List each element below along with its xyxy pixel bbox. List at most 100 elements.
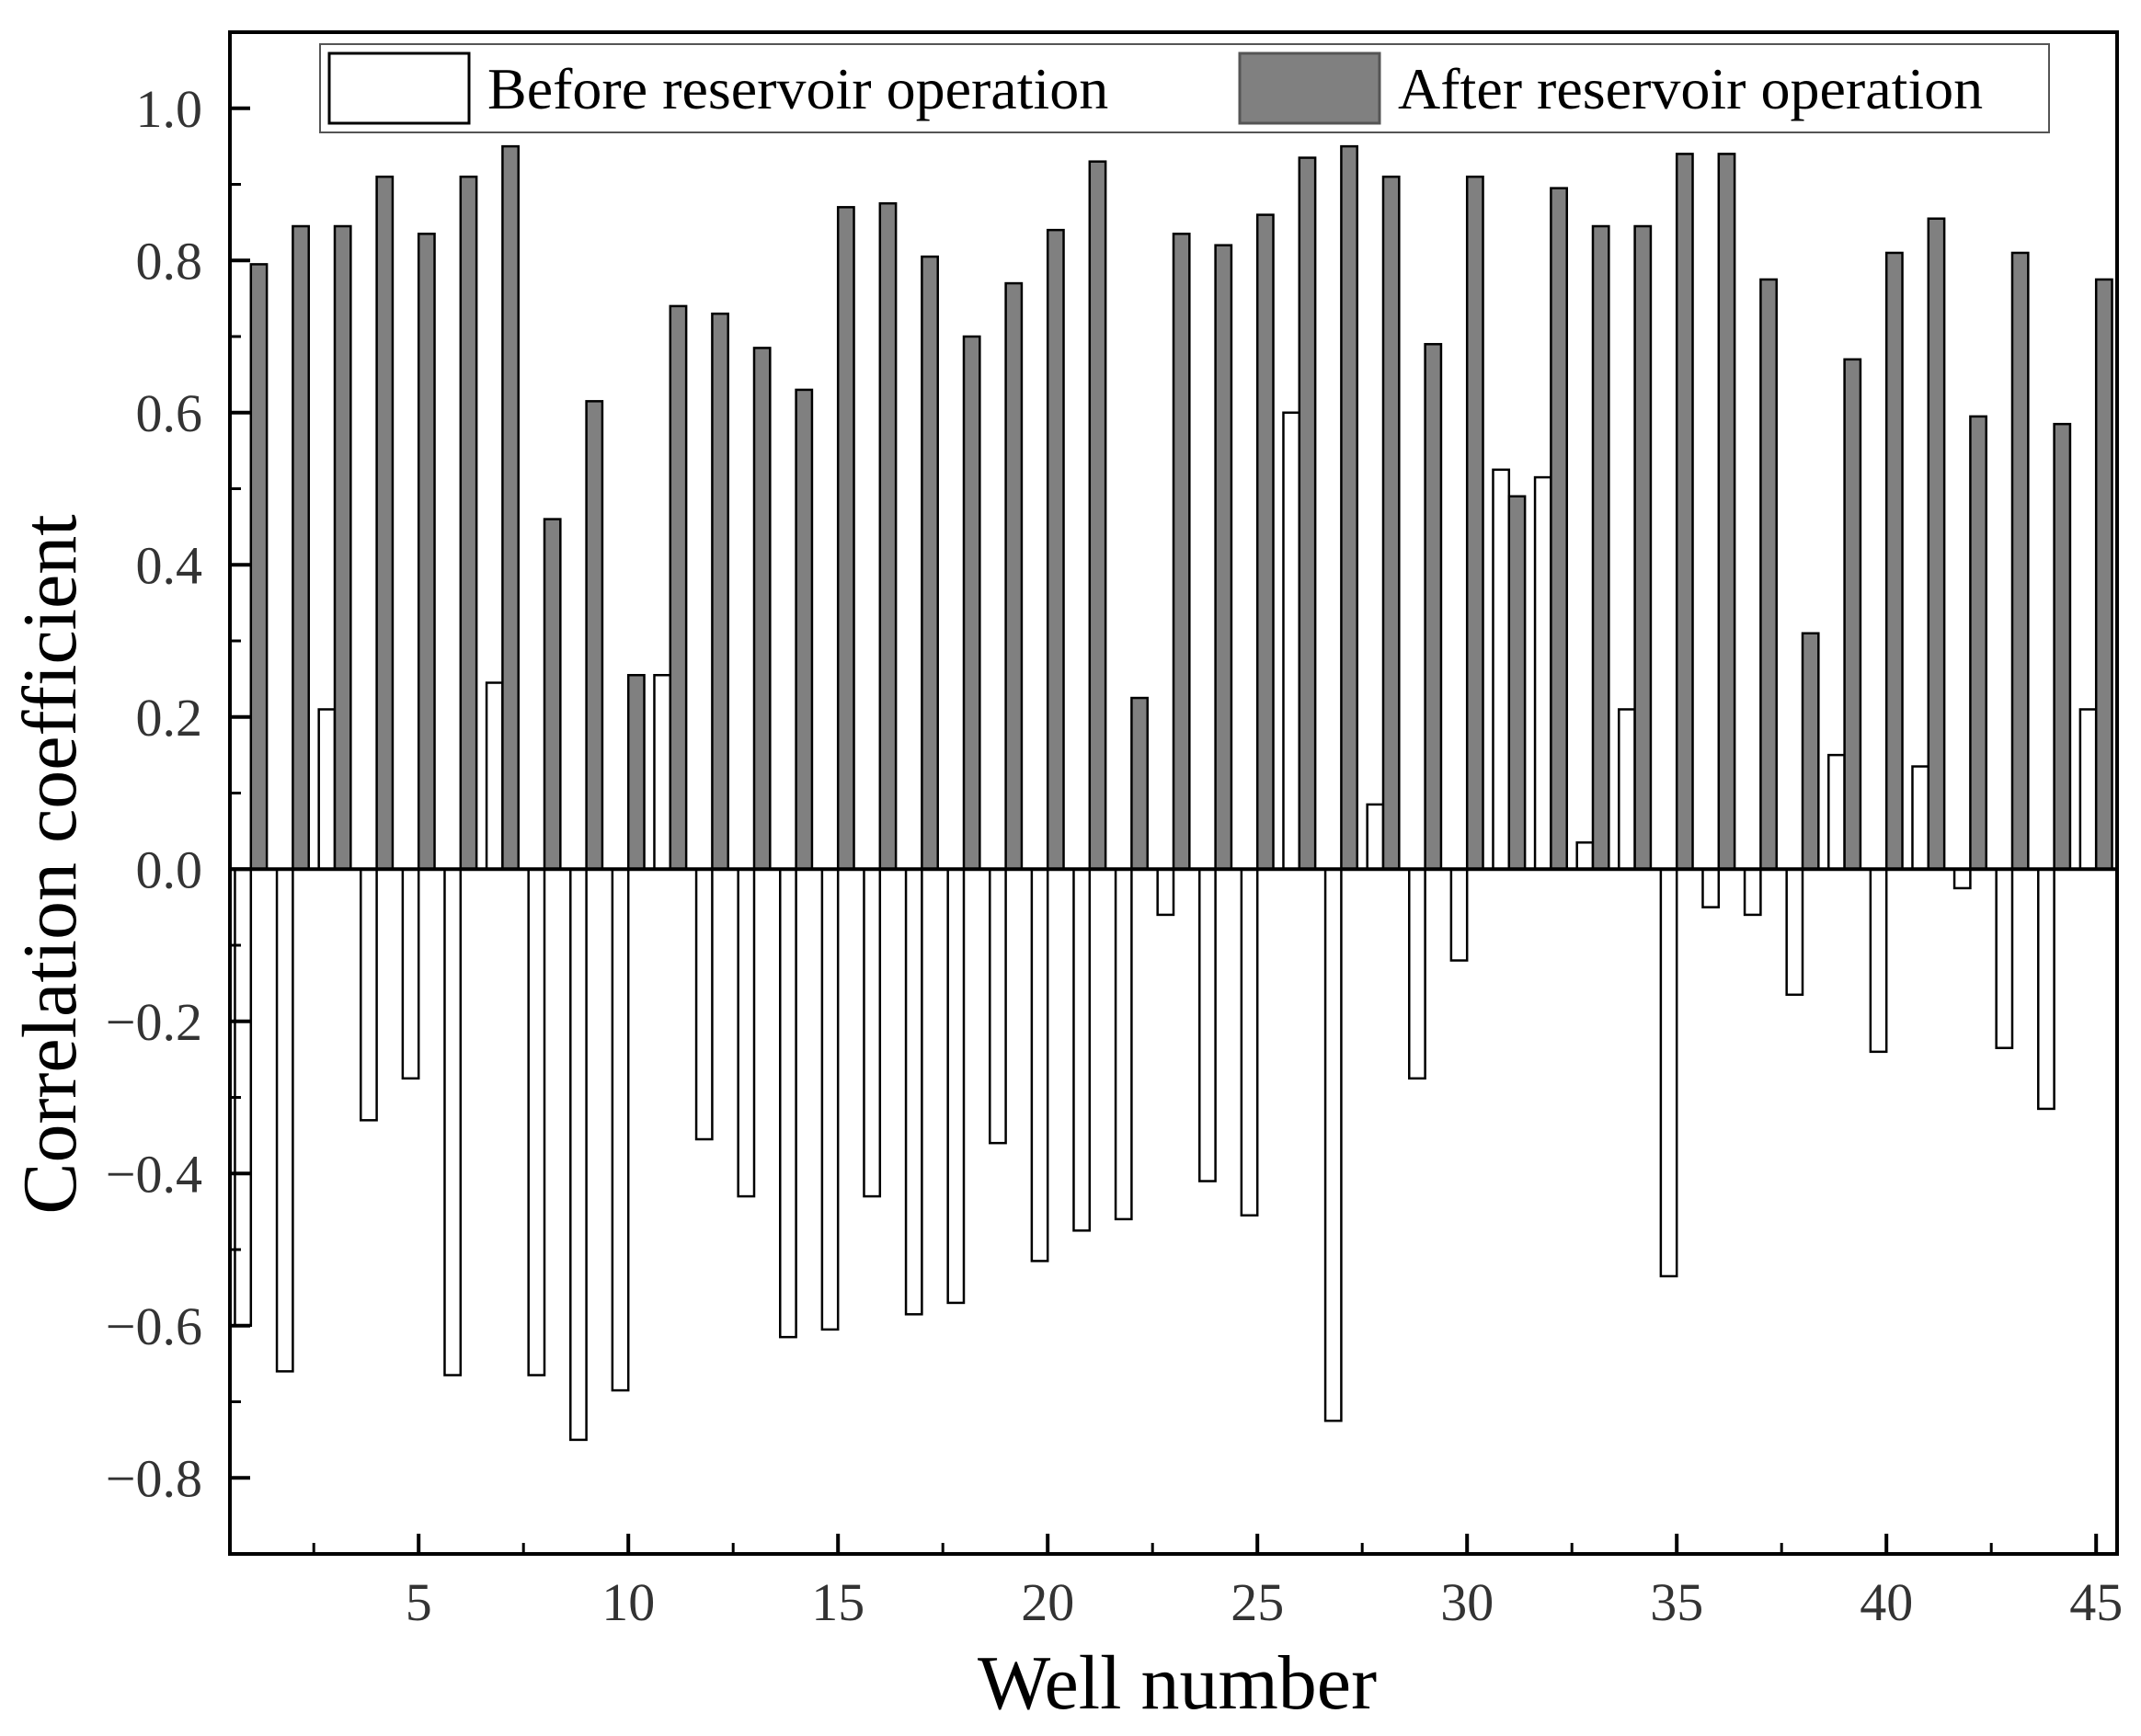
bar-before-well-24	[1198, 868, 1217, 1182]
bar-after-well-24	[1214, 244, 1233, 871]
bar-after-well-32	[1550, 187, 1568, 871]
x-tick-label: 35	[1650, 1572, 1703, 1632]
bar-before-well-25	[1240, 868, 1259, 1217]
bar-before-well-2	[275, 868, 294, 1373]
bar-before-well-43	[1995, 868, 2014, 1049]
bar-after-well-15	[836, 206, 855, 871]
bar-after-well-45	[2094, 278, 2113, 871]
bar-after-well-39	[1843, 358, 1862, 871]
bar-after-well-7	[501, 144, 520, 871]
x-tick-label: 15	[811, 1572, 864, 1632]
y-tick-label: 0.0	[136, 839, 203, 899]
legend-swatch-before	[327, 51, 471, 125]
bar-after-well-36	[1717, 153, 1736, 871]
bar-after-well-8	[543, 518, 562, 871]
bar-after-well-6	[459, 175, 478, 871]
bar-before-well-13	[737, 868, 756, 1198]
bar-before-well-10	[611, 868, 630, 1392]
bar-after-well-25	[1255, 213, 1275, 871]
bar-after-well-37	[1759, 278, 1778, 871]
bar-after-well-41	[1927, 217, 1946, 871]
bar-before-well-5	[401, 868, 420, 1080]
bar-before-well-8	[527, 868, 546, 1376]
bar-after-well-2	[292, 224, 310, 871]
bar-before-well-33	[1575, 841, 1595, 871]
bar-before-well-19	[989, 868, 1007, 1145]
x-ticks-layer: 5 10 15 20 25 30 35 40 45	[312, 1534, 2123, 1632]
bar-after-well-30	[1465, 175, 1484, 871]
bar-after-well-23	[1172, 233, 1191, 871]
bar-before-well-41	[1911, 765, 1930, 871]
bar-before-well-9	[569, 868, 588, 1442]
bar-before-well-42	[1952, 868, 1972, 890]
bar-before-well-39	[1827, 753, 1846, 871]
bar-after-well-1	[249, 263, 269, 871]
bar-after-well-43	[2010, 251, 2030, 871]
bar-after-well-44	[2053, 422, 2072, 871]
bars-layer	[234, 144, 2113, 1442]
bar-before-well-15	[820, 868, 840, 1331]
legend-swatch-after	[1238, 51, 1381, 125]
y-ticks-layer: −0.8 −0.6 −0.4 −0.2 0.0 0.2 0.4 0.6 0.8 1.0	[106, 30, 250, 1556]
bar-before-well-14	[779, 868, 797, 1339]
bar-after-well-9	[585, 400, 604, 871]
bar-before-well-38	[1785, 868, 1804, 997]
bar-after-well-14	[795, 388, 814, 871]
bar-before-well-23	[1156, 868, 1175, 917]
y-tick-label: −0.6	[106, 1296, 202, 1356]
bar-before-well-26	[1282, 411, 1301, 871]
bar-after-well-12	[711, 312, 729, 871]
y-tick-label: 0.4	[136, 535, 203, 595]
legend-frame	[319, 43, 2050, 133]
bar-before-well-16	[863, 868, 882, 1198]
y-tick-label: 0.8	[136, 231, 203, 291]
bar-before-well-28	[1366, 803, 1385, 871]
x-tick-label: 20	[1021, 1572, 1074, 1632]
bar-after-well-11	[669, 304, 688, 871]
bar-before-well-4	[360, 868, 378, 1122]
bar-after-well-28	[1381, 175, 1401, 871]
bar-after-well-18	[962, 335, 981, 871]
bar-before-well-40	[1869, 868, 1888, 1054]
x-tick-label: 25	[1231, 1572, 1284, 1632]
bar-after-well-31	[1507, 495, 1527, 871]
bar-before-well-35	[1659, 868, 1678, 1278]
bar-after-well-5	[417, 233, 436, 871]
x-tick-label: 5	[406, 1572, 432, 1632]
bar-after-well-34	[1633, 224, 1653, 871]
bar-before-well-21	[1072, 868, 1092, 1232]
y-tick-label: −0.4	[106, 1144, 202, 1204]
bar-after-well-21	[1088, 160, 1107, 871]
bar-after-well-3	[333, 224, 352, 871]
bar-before-well-20	[1030, 868, 1049, 1262]
bar-before-well-3	[317, 708, 337, 871]
bar-before-well-45	[2078, 708, 2098, 871]
bar-before-well-37	[1743, 868, 1762, 917]
x-tick-label: 10	[601, 1572, 655, 1632]
x-tick-label: 40	[1860, 1572, 1913, 1632]
bar-before-well-44	[2037, 868, 2055, 1111]
bar-after-well-20	[1046, 228, 1065, 871]
bar-after-well-26	[1298, 156, 1317, 871]
x-tick-label: 30	[1440, 1572, 1494, 1632]
y-tick-label: 1.0	[136, 79, 203, 139]
y-tick-label: 0.2	[136, 688, 203, 748]
bar-after-well-40	[1884, 251, 1904, 871]
legend-label-after: After reservoir operation	[1398, 56, 1983, 121]
bar-after-well-17	[921, 255, 939, 871]
bar-after-well-22	[1130, 696, 1149, 871]
y-axis-title: Correlation coefficient	[7, 514, 93, 1214]
bar-after-well-10	[626, 673, 646, 871]
bar-before-well-32	[1533, 475, 1552, 871]
bar-before-well-22	[1114, 868, 1133, 1221]
y-tick-label: 0.6	[136, 383, 203, 443]
bar-after-well-35	[1675, 153, 1694, 871]
x-tick-label: 45	[2069, 1572, 2123, 1632]
x-axis-title: Well number	[978, 1640, 1377, 1726]
bar-before-well-27	[1323, 868, 1343, 1422]
bar-before-well-31	[1492, 468, 1511, 871]
bar-before-well-36	[1701, 868, 1721, 908]
bar-after-well-42	[1969, 415, 1987, 871]
bar-after-well-16	[878, 201, 898, 871]
